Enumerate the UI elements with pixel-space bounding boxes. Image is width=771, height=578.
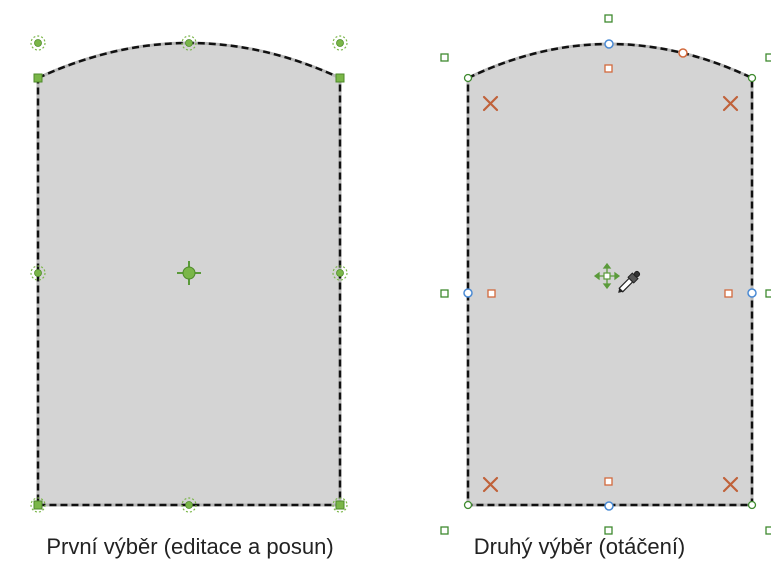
caption-first-selection: První výběr (editace a posun) xyxy=(46,534,334,559)
shape-outline-dashed-rotated xyxy=(466,42,754,507)
node-top-right[interactable] xyxy=(747,73,757,83)
control-handle-middle-left[interactable] xyxy=(30,265,46,281)
x-mark-icon[interactable] xyxy=(722,95,739,112)
eyedropper-icon xyxy=(618,270,641,293)
second-selection xyxy=(440,14,771,535)
scale-handle-middle-left[interactable] xyxy=(440,289,449,298)
scale-handle-top[interactable] xyxy=(604,14,613,23)
skew-handle-bottom[interactable] xyxy=(604,477,613,486)
node-handle-top-left[interactable] xyxy=(33,73,43,83)
rotate-handle-bottom[interactable] xyxy=(604,501,614,511)
node-handle-top-right[interactable] xyxy=(335,73,345,83)
rotate-handle-top[interactable] xyxy=(604,39,614,49)
scale-handle-bottom-right[interactable] xyxy=(765,526,771,535)
skew-handle-arc[interactable] xyxy=(678,48,688,58)
node-bottom-right[interactable] xyxy=(747,500,757,510)
scale-handle-top-left[interactable] xyxy=(440,53,449,62)
x-mark-icon[interactable] xyxy=(722,476,739,493)
move-arrows-icon[interactable] xyxy=(593,262,621,290)
scale-handle-bottom[interactable] xyxy=(604,526,613,535)
center-crosshair-icon[interactable] xyxy=(177,261,201,285)
node-top-left[interactable] xyxy=(463,73,473,83)
rotate-handle-right[interactable] xyxy=(747,288,757,298)
control-handle-bottom-center[interactable] xyxy=(181,497,197,513)
x-mark-icon[interactable] xyxy=(482,476,499,493)
first-selection xyxy=(30,35,348,513)
scale-handle-top-right[interactable] xyxy=(765,53,771,62)
control-handle-top-center[interactable] xyxy=(181,35,197,51)
control-handle-top-left[interactable] xyxy=(30,35,46,51)
node-handle-bottom-right[interactable] xyxy=(332,497,348,513)
scale-handle-middle-right[interactable] xyxy=(765,289,771,298)
control-handle-middle-right[interactable] xyxy=(332,265,348,281)
node-handle-bottom-left[interactable] xyxy=(30,497,46,513)
caption-second-selection: Druhý výběr (otáčení) xyxy=(473,534,686,559)
scale-handle-bottom-left[interactable] xyxy=(440,526,449,535)
skew-handle-right[interactable] xyxy=(724,289,733,298)
skew-handle-top[interactable] xyxy=(604,64,613,73)
rotate-handle-left[interactable] xyxy=(463,288,473,298)
node-bottom-left[interactable] xyxy=(463,500,473,510)
skew-handle-left[interactable] xyxy=(487,289,496,298)
x-mark-icon[interactable] xyxy=(482,95,499,112)
control-handle-top-right[interactable] xyxy=(332,35,348,51)
